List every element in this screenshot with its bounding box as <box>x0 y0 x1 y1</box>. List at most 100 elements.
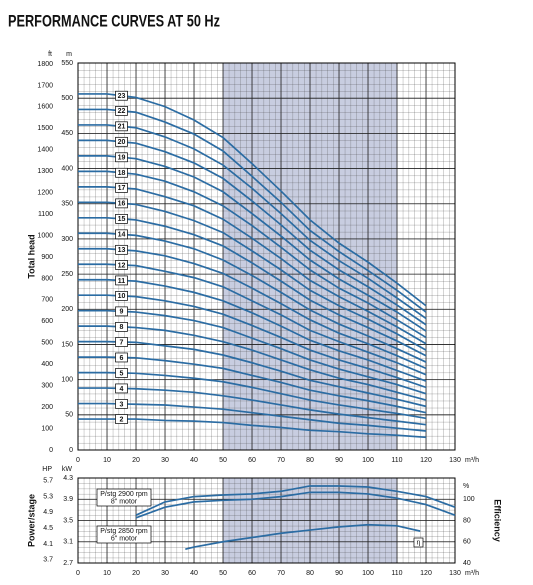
stage-label: 21 <box>118 124 126 131</box>
y2-tick-label: 80 <box>463 517 471 524</box>
stage-label-box <box>115 183 128 193</box>
stage-label-box <box>115 368 128 378</box>
y-tick-label: 550 <box>61 60 73 67</box>
stage-label-box <box>115 306 128 317</box>
y2-tick-label: 100 <box>463 496 475 503</box>
x-tick-label: 100 <box>362 570 374 577</box>
stage-label: 16 <box>118 201 126 208</box>
x-tick-label: 130 <box>449 570 461 577</box>
stage-label: 13 <box>118 247 126 254</box>
x-tick-label: 0 <box>76 570 80 577</box>
hp-tick-label: 4.5 <box>43 525 53 532</box>
plot-border <box>77 62 456 451</box>
head-curve <box>78 387 427 426</box>
y-tick-label: 3.9 <box>63 496 73 503</box>
plot-border <box>77 477 456 564</box>
x-tick-label: 10 <box>103 570 111 577</box>
x-tick-label: 110 <box>391 570 402 577</box>
ft-tick-label: 100 <box>41 425 53 432</box>
stage-label: 22 <box>118 108 126 115</box>
curve-label: P/stg 2900 rpm <box>100 491 148 498</box>
stage-label-box <box>115 198 128 209</box>
ft-tick-label: 1200 <box>37 189 53 196</box>
ft-tick-label: 1100 <box>38 211 53 218</box>
hp-tick-label: 4.1 <box>43 541 53 548</box>
ft-tick-label: 1400 <box>37 147 53 154</box>
curve-label: P/stg 2850 rpm <box>100 528 148 535</box>
x-tick-label: 100 <box>362 457 374 464</box>
x-tick-label: 70 <box>277 570 285 577</box>
ft-tick-label: 400 <box>41 361 53 368</box>
stage-label: 15 <box>118 216 126 223</box>
head-curve <box>78 185 427 345</box>
ft-tick-label: 700 <box>41 297 53 304</box>
stage-label-box <box>115 90 128 101</box>
x-tick-label: 80 <box>306 457 314 464</box>
stage-label-box <box>115 121 128 132</box>
stage-label-box <box>115 136 128 147</box>
head-curve <box>78 340 427 408</box>
stage-label-box <box>115 167 128 178</box>
head-curve <box>78 108 427 313</box>
ft-tick-label: 300 <box>41 383 53 390</box>
x-tick-label: 60 <box>248 570 256 577</box>
ft-tick-label: 200 <box>41 404 53 411</box>
stage-label-box <box>115 352 128 363</box>
y-axis-label: Power/stage <box>26 494 36 547</box>
y-tick-label: 250 <box>61 271 73 278</box>
y-tick-label: 350 <box>61 201 73 208</box>
stage-label-box <box>115 322 128 332</box>
head-curve <box>78 155 427 332</box>
stage-label-box <box>115 244 128 255</box>
ft-tick-label: 1700 <box>37 82 53 89</box>
ft-tick-label: 1800 <box>37 61 53 68</box>
y-tick-label: 200 <box>61 306 73 313</box>
y-tick-label: 450 <box>61 130 73 137</box>
x-tick-label: 40 <box>190 457 198 464</box>
x-tick-label: 70 <box>277 457 285 464</box>
curve-label: η <box>417 539 421 546</box>
hp-tick-label: 3.7 <box>43 557 53 564</box>
stage-label: 6 <box>120 355 124 362</box>
y-axis-label: Total head <box>26 234 36 278</box>
x-tick-label: 130 <box>449 457 461 464</box>
y-tick-label: 3.1 <box>63 539 73 546</box>
x-tick-label: 90 <box>335 457 343 464</box>
head-curve <box>78 170 427 339</box>
curve-label-box <box>96 525 152 544</box>
head-curve <box>78 356 427 414</box>
ft-axis-unit: ft <box>48 51 52 58</box>
y-tick-label: 400 <box>61 165 73 172</box>
minor-grid <box>78 63 455 450</box>
ft-tick-label: 500 <box>41 340 53 347</box>
y-tick-label: 3.5 <box>63 517 73 524</box>
x-axis-unit: m³/h <box>465 570 479 577</box>
x-tick-label: 120 <box>420 457 432 464</box>
head-curve <box>78 139 427 326</box>
stage-label-box <box>115 383 128 394</box>
head-curve <box>78 325 427 401</box>
head-curve <box>78 278 427 382</box>
stage-label-box <box>115 275 128 286</box>
stage-label-box <box>115 152 128 163</box>
y-tick-label: 4.3 <box>63 475 73 482</box>
curve-label-motor: 8" motor <box>111 498 138 505</box>
y-tick-label: 150 <box>61 341 73 348</box>
x-tick-label: 90 <box>335 570 343 577</box>
head-curve <box>78 93 427 307</box>
stage-label: 2 <box>120 416 124 423</box>
curve-label-box <box>96 488 152 507</box>
x-tick-label: 110 <box>391 457 402 464</box>
head-curve <box>78 402 427 432</box>
curve-label-box <box>413 537 424 548</box>
y-tick-label: 2.7 <box>63 560 73 567</box>
hp-tick-label: 4.9 <box>43 509 53 516</box>
stage-label: 4 <box>120 386 124 393</box>
y-tick-label: 100 <box>61 376 73 383</box>
x-tick-label: 40 <box>190 570 198 577</box>
ft-tick-label: 1500 <box>37 125 53 132</box>
stage-label: 3 <box>120 401 124 408</box>
x-tick-label: 30 <box>161 457 169 464</box>
ft-tick-label: 900 <box>41 254 53 261</box>
